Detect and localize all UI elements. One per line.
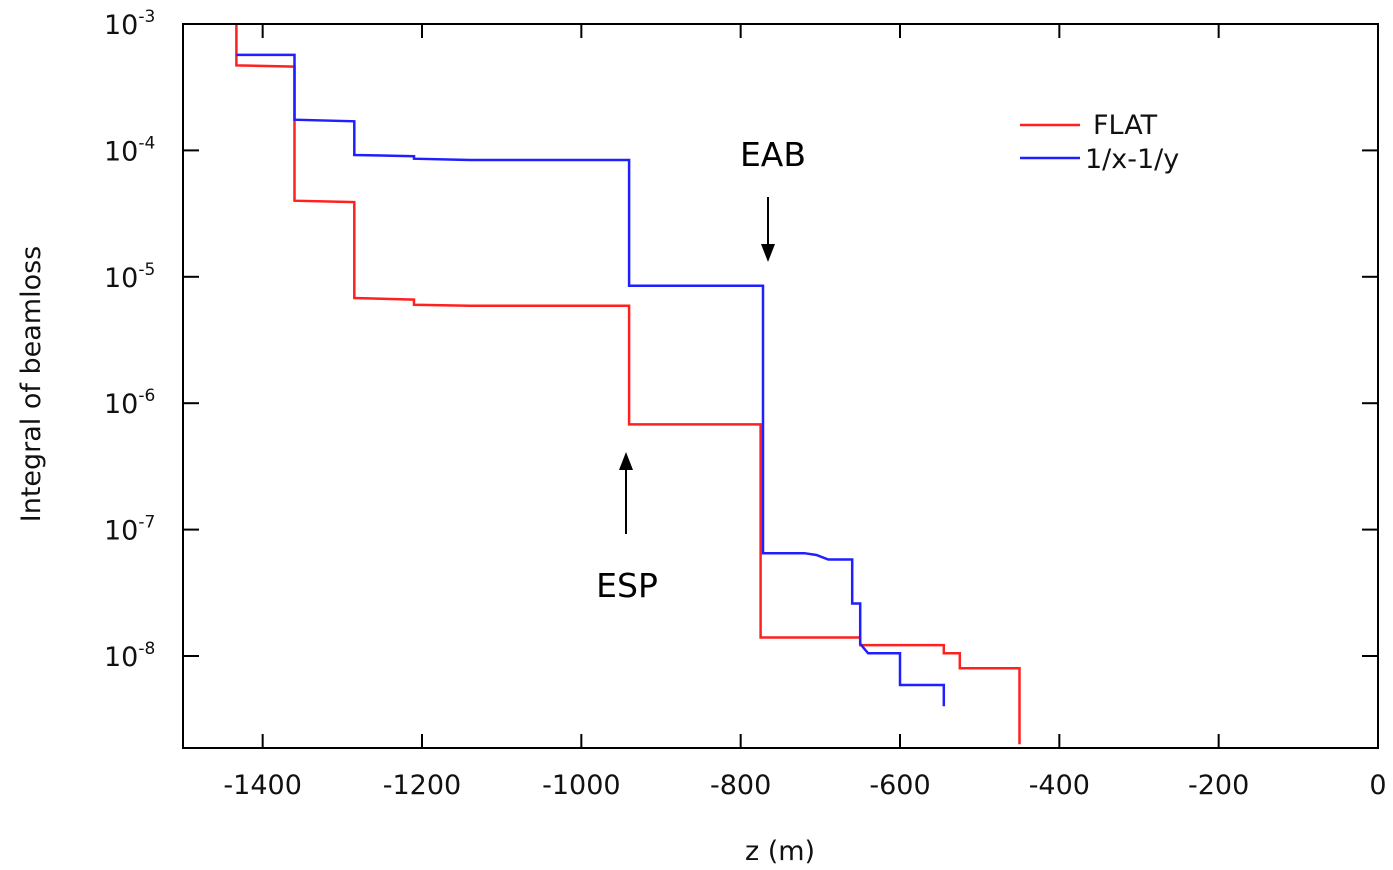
x-tick-label: -1000 <box>542 770 620 801</box>
legend: FLAT 1/x-1/y <box>1020 110 1179 175</box>
y-tick-label: 10-8 <box>104 639 155 673</box>
annotation-eab: EAB <box>740 135 806 262</box>
annotation-esp-arrow-head <box>619 452 633 470</box>
annotation-esp-label: ESP <box>596 566 658 605</box>
x-tick-label: -600 <box>869 770 930 801</box>
legend-label-xy: 1/x-1/y <box>1085 144 1179 175</box>
plot-background <box>183 24 1378 748</box>
x-tick-label: -400 <box>1029 770 1090 801</box>
x-tick-label: -200 <box>1188 770 1249 801</box>
tick-labels-layer: -1400 -1200 -1000 -800 -600 -400 -200 0 10-3 10-4… <box>104 7 1387 801</box>
y-tick-label: 10-5 <box>104 260 155 294</box>
annotation-eab-label: EAB <box>740 135 806 174</box>
y-tick-label: 10-6 <box>104 386 155 420</box>
y-tick-label: 10-7 <box>104 513 155 547</box>
x-tick-label: -1400 <box>223 770 301 801</box>
x-tick-label: -1200 <box>383 770 461 801</box>
annotation-esp: ESP <box>596 452 658 605</box>
legend-label-flat: FLAT <box>1093 110 1158 141</box>
x-tick-label: -800 <box>710 770 771 801</box>
y-axis-title: Integral of beamloss <box>16 246 47 523</box>
series-layer <box>235 24 1021 745</box>
plot-frame <box>182 23 1379 749</box>
y-tick-label: 10-3 <box>104 7 155 41</box>
series-xy-line <box>236 53 946 707</box>
x-tick-label: 0 <box>1369 770 1386 801</box>
y-tick-label: 10-4 <box>104 133 155 167</box>
annotation-eab-arrow-head <box>761 244 775 262</box>
series-flat-line <box>235 24 1021 745</box>
x-axis-title: z (m) <box>745 836 815 867</box>
